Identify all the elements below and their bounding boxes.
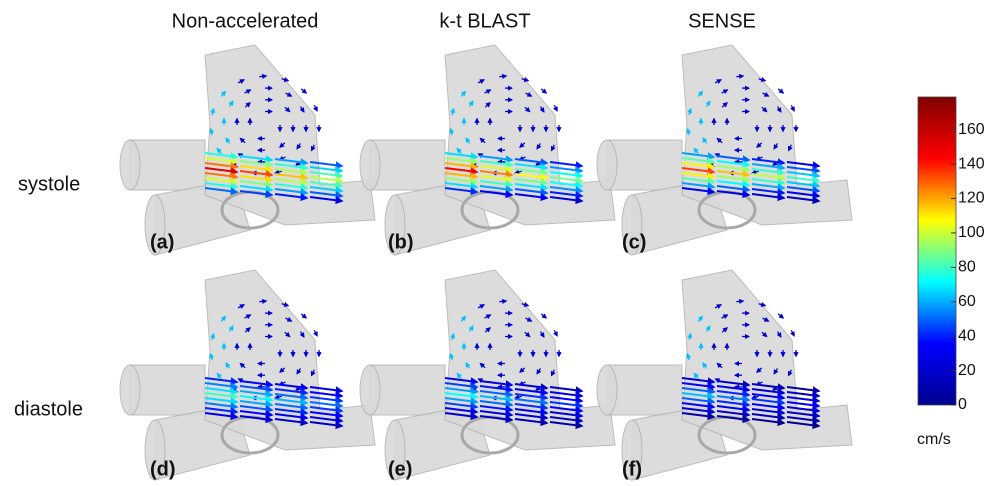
flow-arrow [301, 314, 306, 318]
panel-render [597, 270, 852, 480]
panel-render [360, 45, 615, 255]
figure: Non-accelerated k-t BLAST SENSE systole … [0, 0, 1000, 486]
flow-arrow [301, 89, 306, 93]
colorbar-tick-label: 0 [958, 396, 967, 413]
row-label: systole [18, 173, 80, 195]
colorbar-tick-label: 60 [958, 293, 976, 310]
colorbar-tick-label: 160 [958, 121, 985, 138]
flow-arrow [736, 76, 743, 77]
colorbar-tick-label: 40 [958, 327, 976, 344]
panel-render [120, 270, 375, 480]
flow-arrow [259, 301, 266, 302]
flow-arrow [791, 105, 794, 111]
colorbar-tick-label: 120 [958, 190, 985, 207]
panel-label: (a) [150, 231, 174, 253]
vessel [607, 365, 682, 415]
panel-render [120, 45, 375, 255]
panel-label: (d) [150, 458, 176, 480]
flow-arrow [736, 301, 743, 302]
flow-arrow [314, 105, 317, 111]
vessel [597, 140, 617, 190]
colorbar-tick-label: 20 [958, 362, 976, 379]
panel-label: (e) [388, 458, 412, 480]
vessel [120, 140, 140, 190]
panel-label: (f) [622, 458, 642, 480]
panel-label: (b) [388, 231, 414, 253]
renderings [120, 45, 852, 480]
vessel [360, 365, 380, 415]
panel-render [597, 45, 852, 255]
column-header: Non-accelerated [172, 10, 319, 32]
flow-arrow [259, 76, 266, 77]
panel-label: (c) [622, 231, 646, 253]
colorbar-unit: cm/s [917, 431, 951, 448]
vessel [370, 365, 445, 415]
colorbar-tick-label: 80 [958, 259, 976, 276]
vessel [360, 140, 380, 190]
vessel [597, 365, 617, 415]
vessel [607, 140, 682, 190]
vessel [130, 365, 205, 415]
flow-arrow [499, 301, 506, 302]
vessel [370, 140, 445, 190]
flow-arrow [314, 330, 317, 336]
colorbar-tick-label: 100 [958, 224, 985, 241]
flow-arrow [541, 314, 546, 318]
vessel [130, 140, 205, 190]
flow-arrow [778, 89, 783, 93]
flow-arrow [499, 76, 506, 77]
row-label: diastole [14, 398, 83, 420]
flow-arrow [778, 314, 783, 318]
flow-arrow [791, 330, 794, 336]
colorbar [918, 97, 956, 405]
flow-arrow [554, 330, 557, 336]
flow-arrow [554, 105, 557, 111]
column-header: SENSE [688, 10, 756, 32]
panel-render [360, 270, 615, 480]
column-header: k-t BLAST [439, 10, 530, 32]
colorbar-tick-label: 140 [958, 155, 985, 172]
flow-arrow [541, 89, 546, 93]
vessel [120, 365, 140, 415]
